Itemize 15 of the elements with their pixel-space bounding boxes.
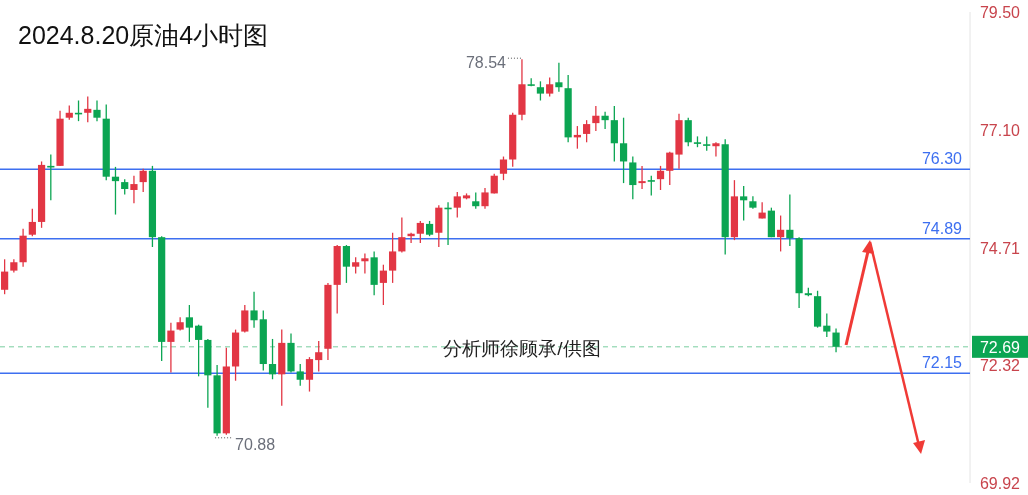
chart-title: 2024.8.20原油4小时图 [18, 21, 269, 49]
ref-line: 76.30 [0, 150, 971, 171]
y-tick-label: 72.32 [979, 357, 1021, 374]
annotation: 70.88 [235, 435, 276, 453]
ref-line-label: 74.89 [921, 219, 963, 237]
ref-line: 74.89 [0, 219, 971, 240]
ref-line-label: 72.69 [979, 338, 1021, 356]
ref-line-label: 72.15 [921, 354, 963, 372]
y-tick-label: 74.71 [979, 239, 1021, 257]
y-tick-label: 79.50 [979, 4, 1021, 21]
price-tag: 72.69 [972, 335, 1028, 358]
y-tick-label: 77.10 [979, 122, 1021, 139]
annotation: 78.54 [465, 54, 507, 72]
ref-line-label: 76.30 [921, 150, 963, 168]
y-tick-label: 69.92 [979, 475, 1021, 492]
